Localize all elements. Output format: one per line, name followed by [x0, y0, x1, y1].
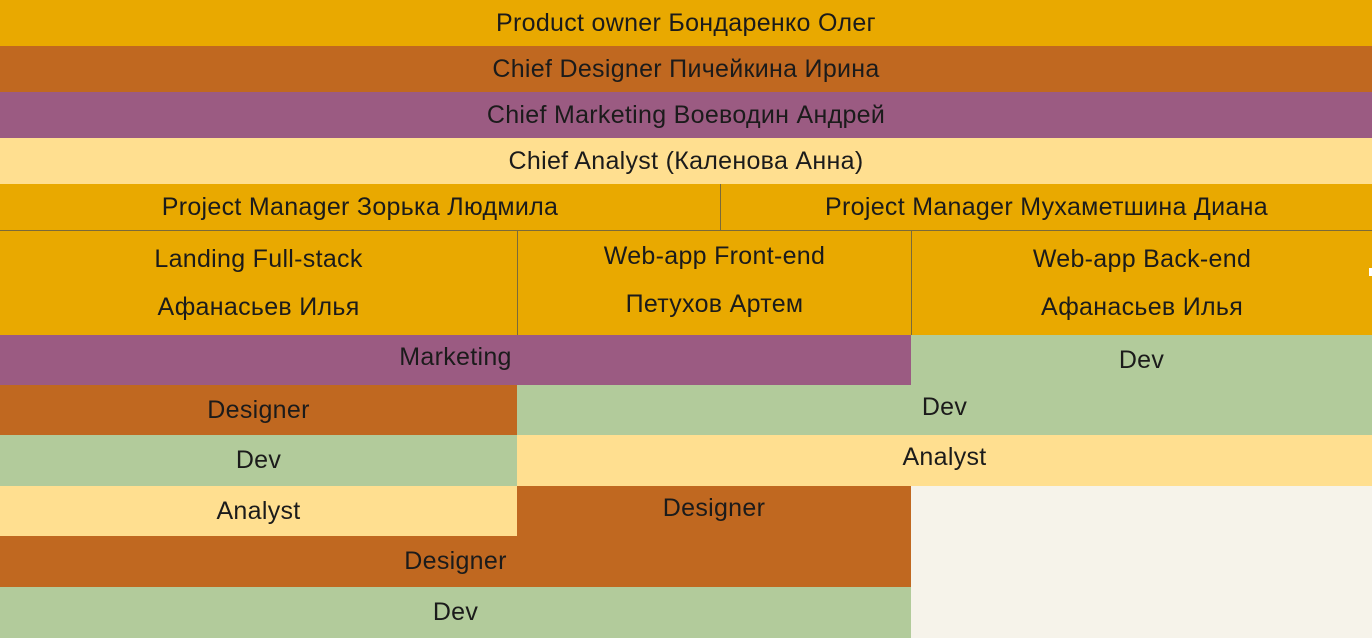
team-webapp-backend: Web-app Back-end Афанасьев Илья	[911, 230, 1372, 335]
project-manager-left: Project Manager Зорька Людмила	[0, 184, 720, 230]
role-label: Designer	[662, 493, 766, 522]
project-manager-left-label: Project Manager Зорька Людмила	[161, 192, 559, 221]
role-label: Designer	[207, 395, 310, 424]
role-dev-webapp: Dev	[517, 385, 1372, 435]
team-landing-fullstack: Landing Full-stack Афанасьев Илья	[0, 230, 517, 335]
team-title: Landing Full-stack	[154, 245, 363, 273]
team-lead: Афанасьев Илья	[157, 293, 360, 321]
role-dev-landing: Dev	[0, 435, 517, 486]
chief-marketing-row: Chief Marketing Воеводин Андрей	[0, 92, 1372, 138]
product-owner-row: Product owner Бондаренко Олег	[0, 0, 1372, 46]
project-manager-right-label: Project Manager Мухаметшина Диана	[825, 192, 1268, 221]
chief-designer-row: Chief Designer Пичейкина Ирина	[0, 46, 1372, 92]
role-analyst-landing: Analyst	[0, 486, 517, 536]
chief-analyst-row: Chief Analyst (Каленова Анна)	[0, 138, 1372, 184]
role-designer-landing: Designer	[0, 385, 517, 435]
role-designer-frontend: Designer	[517, 486, 911, 536]
team-title: Web-app Back-end	[1032, 245, 1252, 273]
role-label: Analyst	[216, 496, 301, 525]
role-dev-backend: Dev	[911, 335, 1372, 385]
edge-marker	[1369, 268, 1372, 276]
role-marketing: Marketing	[0, 335, 911, 385]
role-label: Dev	[235, 446, 282, 474]
role-designer-shared: Designer	[0, 536, 911, 587]
role-analyst-webapp: Analyst	[517, 435, 1372, 486]
team-lead: Петухов Артем	[625, 290, 804, 318]
role-label: Designer	[404, 547, 507, 575]
role-label: Dev	[921, 392, 968, 421]
role-label: Marketing	[399, 342, 512, 371]
role-dev-shared: Dev	[0, 587, 911, 638]
chief-designer-label: Chief Designer Пичейкина Ирина	[492, 54, 880, 83]
project-manager-right: Project Manager Мухаметшина Диана	[720, 184, 1372, 230]
role-label: Dev	[1118, 345, 1165, 374]
chief-marketing-label: Chief Marketing Воеводин Андрей	[486, 100, 886, 129]
team-lead: Афанасьев Илья	[1040, 293, 1244, 321]
product-owner-label: Product owner Бондаренко Олег	[496, 8, 876, 37]
chief-analyst-label: Chief Analyst (Каленова Анна)	[508, 146, 864, 175]
role-label: Dev	[432, 598, 479, 626]
team-webapp-frontend: Web-app Front-end Петухов Артем	[517, 230, 911, 335]
role-label: Analyst	[902, 443, 987, 471]
team-title: Web-app Front-end	[603, 242, 826, 270]
empty-paper-area	[911, 486, 1372, 638]
